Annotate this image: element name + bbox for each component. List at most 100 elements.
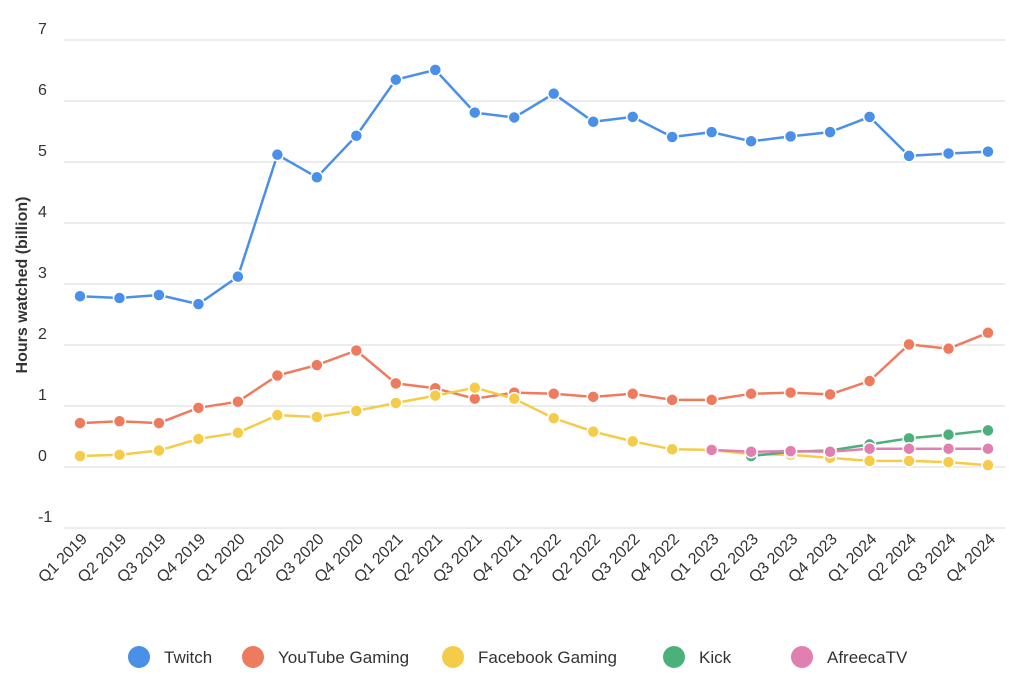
series-youtube-gaming (73, 326, 995, 430)
data-point[interactable] (902, 149, 916, 163)
data-point[interactable] (744, 387, 758, 401)
data-point[interactable] (665, 393, 679, 407)
data-point[interactable] (902, 454, 916, 468)
data-point[interactable] (112, 291, 127, 305)
data-point[interactable] (783, 444, 798, 458)
data-point[interactable] (941, 427, 956, 442)
data-point[interactable] (310, 170, 324, 184)
data-point[interactable] (428, 388, 443, 403)
y-axis-ticks: 7 6 5 4 3 2 1 0 -1 (38, 21, 52, 526)
data-point[interactable] (231, 426, 245, 440)
legend-item[interactable]: Kick (663, 646, 732, 668)
data-point[interactable] (704, 125, 719, 139)
data-point[interactable] (270, 147, 285, 162)
data-point[interactable] (231, 394, 245, 409)
data-point[interactable] (349, 404, 364, 418)
data-point[interactable] (191, 297, 206, 311)
data-point[interactable] (546, 387, 561, 401)
y-tick-label: 5 (38, 143, 47, 160)
data-point[interactable] (862, 454, 877, 468)
data-point[interactable] (704, 443, 719, 457)
legend-marker (791, 646, 813, 668)
data-point[interactable] (231, 269, 245, 284)
data-point[interactable] (823, 125, 837, 139)
data-point[interactable] (625, 387, 640, 401)
data-point[interactable] (507, 110, 522, 125)
data-point[interactable] (270, 368, 285, 383)
data-point[interactable] (744, 445, 758, 459)
data-point[interactable] (349, 129, 364, 143)
data-point[interactable] (191, 401, 206, 415)
legend-item[interactable]: Twitch (128, 646, 212, 668)
data-point[interactable] (941, 341, 956, 356)
data-point[interactable] (941, 441, 956, 456)
data-point[interactable] (902, 441, 916, 456)
data-point[interactable] (862, 441, 877, 456)
series (73, 63, 995, 472)
y-axis-title: Hours watched (billion) (14, 197, 31, 374)
data-point[interactable] (941, 146, 956, 161)
data-point[interactable] (981, 441, 995, 456)
data-point[interactable] (665, 130, 679, 144)
data-point[interactable] (586, 114, 600, 129)
data-point[interactable] (468, 105, 482, 120)
data-point[interactable] (73, 416, 87, 430)
data-point[interactable] (310, 410, 324, 424)
data-point[interactable] (981, 326, 995, 340)
y-tick-label: 1 (38, 387, 47, 404)
data-point[interactable] (981, 458, 995, 472)
data-point[interactable] (902, 337, 916, 352)
data-point[interactable] (468, 380, 482, 395)
data-point[interactable] (152, 443, 166, 458)
data-point[interactable] (191, 432, 206, 446)
data-point[interactable] (112, 414, 127, 428)
data-point[interactable] (73, 449, 87, 463)
data-point[interactable] (625, 434, 640, 449)
data-point[interactable] (73, 289, 87, 303)
data-point[interactable] (270, 408, 285, 422)
data-point[interactable] (586, 390, 600, 404)
data-point[interactable] (349, 343, 364, 358)
legend-item[interactable]: AfreecaTV (791, 646, 908, 668)
legend-label: AfreecaTV (827, 648, 908, 667)
data-point[interactable] (546, 86, 561, 101)
data-point[interactable] (823, 445, 837, 459)
data-point[interactable] (389, 376, 403, 391)
series-line (79, 386, 989, 467)
data-point[interactable] (823, 387, 837, 402)
data-point[interactable] (981, 144, 995, 159)
data-point[interactable] (310, 358, 324, 372)
data-point[interactable] (428, 63, 443, 77)
legend-item[interactable]: Facebook Gaming (442, 646, 617, 668)
data-point[interactable] (783, 129, 798, 144)
y-tick-label: -1 (38, 509, 52, 526)
data-point[interactable] (783, 385, 798, 400)
legend-marker (663, 646, 685, 668)
data-point[interactable] (744, 134, 758, 149)
data-point[interactable] (152, 416, 166, 430)
data-point[interactable] (625, 110, 640, 124)
data-point[interactable] (112, 448, 127, 462)
legend-label: Facebook Gaming (478, 648, 617, 667)
y-tick-label: 7 (38, 21, 47, 38)
data-point[interactable] (507, 391, 522, 406)
legend-marker (442, 646, 464, 668)
series-afreecatv (704, 441, 995, 459)
data-point[interactable] (546, 411, 561, 425)
data-point[interactable] (389, 72, 403, 87)
legend-item[interactable]: YouTube Gaming (242, 646, 409, 668)
data-point[interactable] (862, 110, 877, 124)
y-tick-label: 6 (38, 82, 47, 99)
data-point[interactable] (981, 423, 995, 438)
data-point[interactable] (389, 396, 403, 410)
data-point[interactable] (152, 288, 166, 302)
data-point[interactable] (941, 455, 956, 469)
data-point[interactable] (704, 393, 719, 407)
data-point[interactable] (862, 374, 877, 388)
data-point[interactable] (586, 424, 600, 439)
series-line (79, 68, 989, 306)
data-point[interactable] (468, 391, 482, 406)
data-point[interactable] (665, 442, 679, 457)
